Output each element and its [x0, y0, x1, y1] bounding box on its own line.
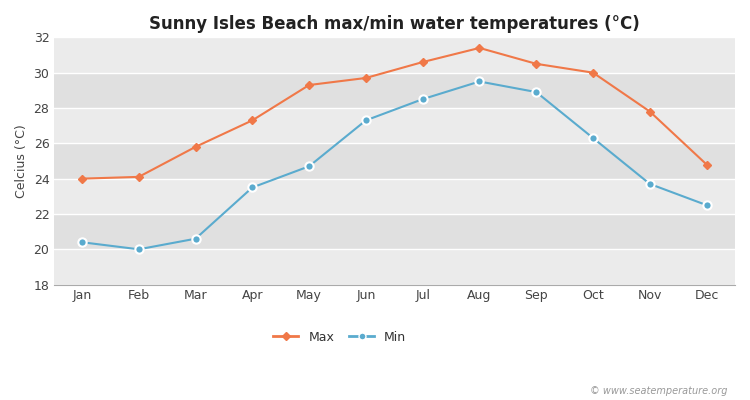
Max	[645, 109, 654, 114]
Min	[419, 97, 428, 102]
Bar	[53, 143, 735, 179]
Max	[419, 60, 428, 64]
Max	[362, 76, 370, 80]
Max	[589, 70, 598, 75]
Min	[77, 240, 86, 245]
Max	[191, 144, 200, 149]
Max	[134, 174, 143, 179]
Title: Sunny Isles Beach max/min water temperatures (°C): Sunny Isles Beach max/min water temperat…	[149, 15, 640, 33]
Legend: Max, Min: Max, Min	[268, 326, 411, 348]
Line: Max: Max	[79, 45, 710, 182]
Y-axis label: Celcius (°C): Celcius (°C)	[15, 124, 28, 198]
Bar	[53, 249, 735, 285]
Min	[191, 236, 200, 241]
Min	[645, 182, 654, 186]
Max	[248, 118, 256, 123]
Bar	[53, 73, 735, 108]
Max	[532, 62, 541, 66]
Min	[362, 118, 370, 123]
Min	[134, 247, 143, 252]
Min	[304, 164, 313, 169]
Max	[475, 46, 484, 50]
Bar	[53, 37, 735, 73]
Max	[77, 176, 86, 181]
Bar	[53, 108, 735, 143]
Bar	[53, 214, 735, 249]
Min	[702, 203, 711, 208]
Min	[248, 185, 256, 190]
Min	[532, 90, 541, 94]
Bar	[53, 179, 735, 214]
Max	[702, 162, 711, 167]
Min	[475, 79, 484, 84]
Min	[589, 136, 598, 140]
Text: © www.seatemperature.org: © www.seatemperature.org	[590, 386, 728, 396]
Max	[304, 83, 313, 88]
Line: Min: Min	[78, 77, 711, 254]
